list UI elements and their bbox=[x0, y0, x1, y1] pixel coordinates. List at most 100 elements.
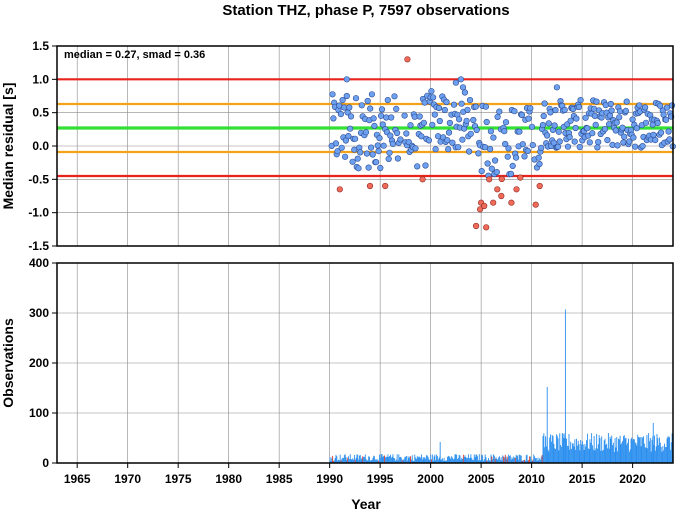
observation-bar bbox=[368, 456, 370, 463]
observation-bar bbox=[484, 454, 486, 463]
observation-bar bbox=[580, 440, 582, 463]
observation-bar bbox=[664, 443, 665, 463]
residual-point bbox=[391, 93, 398, 100]
residual-point bbox=[482, 103, 490, 110]
observation-bar bbox=[516, 456, 518, 463]
observation-bar bbox=[398, 454, 400, 463]
observation-bar bbox=[423, 458, 425, 463]
residual-point bbox=[521, 153, 528, 160]
residual-point bbox=[490, 134, 497, 141]
residual-point bbox=[614, 142, 621, 149]
observation-bar bbox=[478, 454, 480, 463]
observation-bar bbox=[393, 458, 395, 463]
observation-bar bbox=[462, 454, 464, 463]
observation-bar bbox=[479, 460, 481, 463]
observations-y-ticks: 0 100 200 300 400 bbox=[29, 256, 57, 470]
observation-bar bbox=[351, 459, 353, 463]
observation-bar bbox=[620, 444, 622, 463]
observation-bar bbox=[389, 456, 391, 463]
observation-bar bbox=[365, 458, 367, 463]
observation-bar bbox=[651, 439, 653, 463]
observation-bar bbox=[424, 457, 426, 463]
residual-point bbox=[446, 119, 454, 127]
observation-bar bbox=[337, 460, 339, 463]
observation-bar bbox=[354, 459, 356, 463]
observation-bar bbox=[646, 434, 648, 463]
residual-point bbox=[366, 182, 374, 190]
observation-bar bbox=[628, 438, 629, 463]
residual-point bbox=[550, 139, 557, 146]
residual-point bbox=[642, 119, 650, 126]
observation-bar bbox=[358, 459, 360, 463]
observation-bar bbox=[400, 456, 401, 463]
residual-point bbox=[502, 140, 509, 148]
residual-point bbox=[463, 117, 470, 124]
observation-bar bbox=[476, 454, 478, 463]
observation-bar bbox=[338, 460, 340, 463]
observation-bar bbox=[420, 457, 422, 463]
residual-point bbox=[441, 106, 448, 114]
observation-bar bbox=[537, 457, 539, 463]
observation-bar bbox=[513, 456, 515, 463]
observation-bar bbox=[332, 455, 334, 463]
observation-bar bbox=[643, 443, 645, 463]
residual-point bbox=[639, 143, 646, 150]
observation-bar bbox=[514, 457, 516, 463]
observation-bar bbox=[353, 459, 355, 463]
residual-point bbox=[347, 113, 355, 120]
residual-point bbox=[342, 153, 349, 160]
residual-point bbox=[445, 129, 453, 136]
observation-bar bbox=[342, 457, 344, 463]
observation-bar bbox=[669, 449, 671, 463]
observation-bar bbox=[341, 458, 343, 463]
observation-bar bbox=[416, 456, 418, 463]
observation-bar bbox=[498, 457, 500, 463]
residual-y-tick-label: 0.0 bbox=[32, 139, 49, 153]
observation-bar bbox=[614, 438, 616, 463]
residual-point bbox=[633, 125, 640, 132]
observation-bar bbox=[602, 450, 603, 463]
residual-point bbox=[475, 150, 482, 157]
observation-bar bbox=[555, 449, 557, 463]
residual-point bbox=[629, 116, 636, 123]
observation-bar bbox=[586, 433, 588, 463]
observation-bar bbox=[410, 456, 412, 463]
observation-bar bbox=[548, 451, 550, 463]
observation-bar bbox=[589, 439, 591, 463]
observation-bar bbox=[612, 442, 614, 463]
observations-x-tick-label: 1965 bbox=[64, 472, 91, 486]
observation-bar bbox=[410, 459, 412, 463]
observation-bar bbox=[550, 441, 552, 463]
observations-x-tick-label: 2005 bbox=[468, 472, 495, 486]
observation-bar bbox=[355, 457, 357, 463]
observation-bar bbox=[574, 439, 576, 463]
observation-bar bbox=[638, 437, 639, 463]
observation-bar bbox=[469, 457, 471, 463]
residual-point bbox=[368, 91, 376, 98]
observation-bar bbox=[506, 459, 508, 463]
observation-bar bbox=[357, 454, 359, 463]
observation-bar bbox=[524, 460, 526, 463]
residual-point bbox=[573, 115, 580, 122]
observation-bar bbox=[333, 460, 334, 463]
residual-annotation: median = 0.27, smad = 0.36 bbox=[64, 49, 205, 61]
observation-bar bbox=[422, 457, 424, 463]
observation-bar bbox=[434, 454, 436, 463]
observation-bar bbox=[426, 455, 428, 463]
observation-bar bbox=[553, 443, 555, 463]
observation-bar bbox=[533, 454, 535, 463]
observation-bar bbox=[334, 458, 336, 463]
observation-bar bbox=[640, 446, 642, 463]
residual-point bbox=[358, 102, 365, 109]
residual-point bbox=[547, 109, 554, 116]
observation-bar bbox=[462, 458, 463, 463]
observations-x-tick-label: 2015 bbox=[569, 472, 596, 486]
observation-bar bbox=[557, 438, 559, 463]
observation-bar bbox=[627, 442, 629, 463]
residual-point bbox=[553, 84, 561, 91]
observation-bar bbox=[443, 457, 445, 463]
residual-point bbox=[378, 112, 385, 119]
observation-bar bbox=[545, 436, 546, 463]
observation-bar bbox=[488, 460, 490, 463]
